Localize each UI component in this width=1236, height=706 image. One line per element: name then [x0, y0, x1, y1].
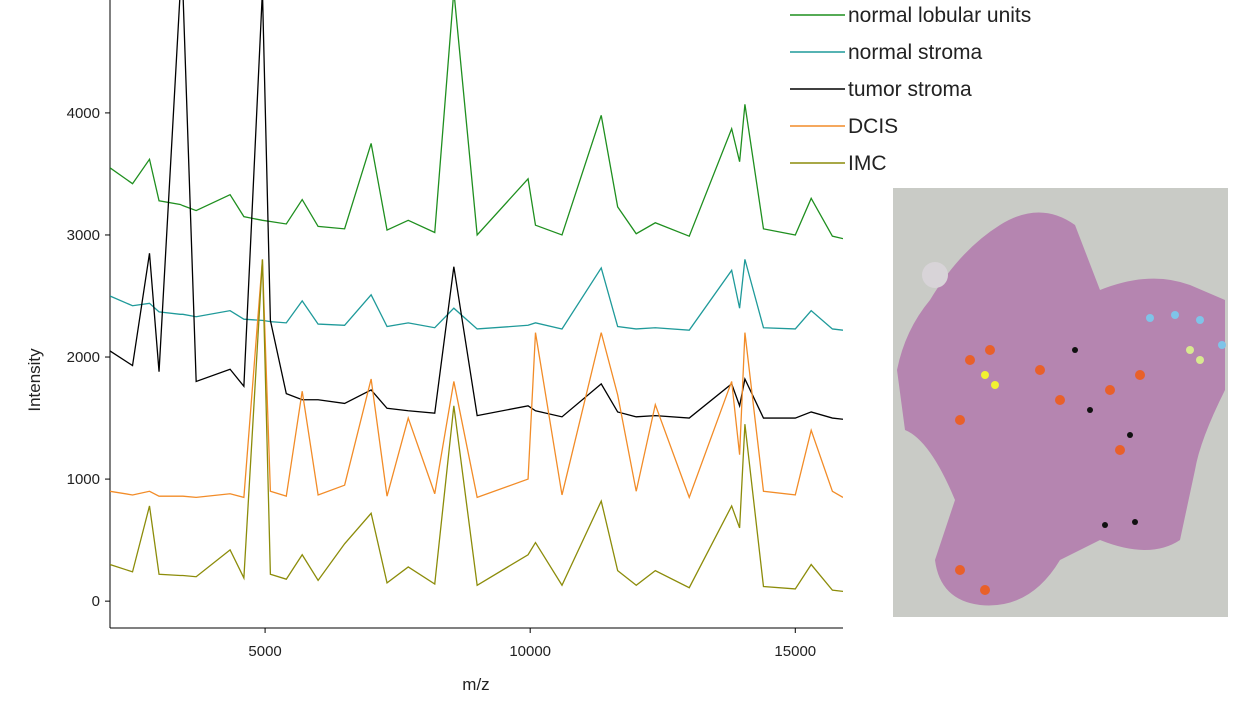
x-tick-label: 15000 — [774, 643, 816, 660]
series-line — [110, 259, 843, 500]
series-line — [110, 259, 843, 593]
y-tick-label: 4000 — [67, 105, 100, 122]
y-tick-label: 2000 — [67, 349, 100, 366]
x-tick-label: 10000 — [509, 643, 551, 660]
x-axis-label: m/z — [462, 675, 489, 694]
legend-label: normal lobular units — [848, 4, 1031, 27]
y-axis-label: Intensity — [25, 348, 44, 412]
y-tick-label: 1000 — [67, 471, 100, 488]
spots — [955, 311, 1226, 595]
tissue — [897, 212, 1225, 606]
series-line — [110, 259, 843, 331]
legend-label: IMC — [848, 152, 887, 175]
legend-label: DCIS — [848, 115, 898, 138]
series-line — [110, 0, 843, 420]
legend-label: normal stroma — [848, 41, 983, 64]
legend-label: tumor stroma — [848, 78, 972, 101]
x-tick-label: 5000 — [248, 643, 281, 660]
tissue-image — [893, 188, 1228, 617]
y-tick-label: 0 — [92, 593, 100, 610]
y-tick-label: 3000 — [67, 227, 100, 244]
series-line — [110, 0, 843, 240]
hole — [922, 262, 948, 288]
plot-area — [110, 0, 843, 593]
